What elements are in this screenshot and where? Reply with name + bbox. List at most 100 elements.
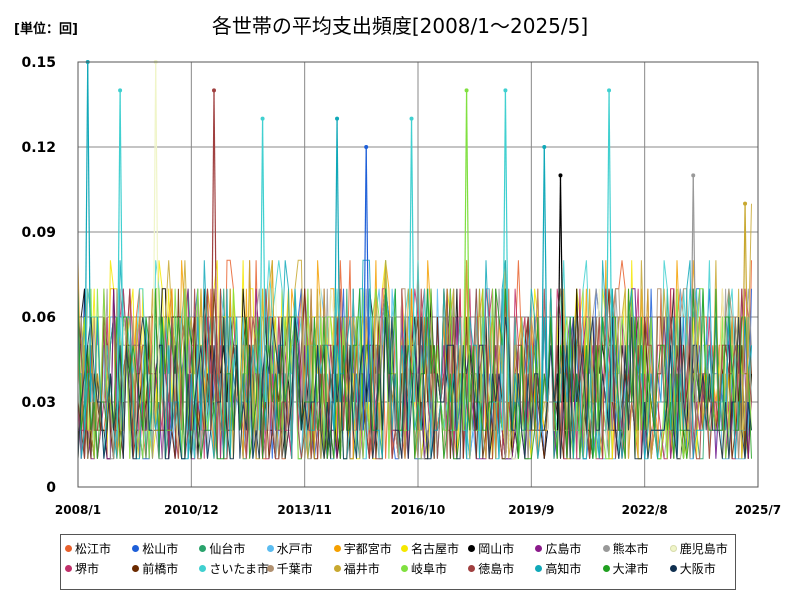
legend-item: 名古屋市 <box>401 540 459 557</box>
legend-swatch <box>669 545 677 552</box>
peak-spike <box>605 90 610 431</box>
legend-swatch <box>602 545 610 552</box>
legend-item: 福井市 <box>333 560 380 577</box>
plot-frame <box>77 61 759 488</box>
legend: 松江市 松山市 仙台市 水戸市 宇都宮市 名古屋市 岡山市 広島市 熊本市 鹿児島市 堺市 前橋市 さい… <box>60 534 736 590</box>
series-line <box>77 259 752 460</box>
peak-spike <box>692 175 697 403</box>
peak-spike <box>540 146 545 431</box>
line-chart: 0 0.03 0.06 0.09 0.12 0.15 2008/1 2010/12 2013/… <box>21 55 781 517</box>
legend-item: 広島市 <box>535 540 581 557</box>
legend-label: 水戸市 <box>276 542 313 556</box>
x-axis-ticks: 2008/1 2010/12 2013/11 2016/10 2019/9 2022/8 2… <box>55 503 781 517</box>
legend-swatch <box>535 565 543 572</box>
y-tick-label: 0.09 <box>21 225 56 241</box>
legend-swatch <box>132 565 140 572</box>
legend-item: 岐阜市 <box>401 560 447 577</box>
legend-item: 鹿児島市 <box>669 540 728 557</box>
series-lines <box>77 203 752 460</box>
legend-swatch <box>266 545 274 552</box>
peak-spike <box>116 90 121 431</box>
legend-swatch <box>535 545 543 552</box>
legend-label: 堺市 <box>75 562 100 576</box>
legend-swatch <box>468 545 476 552</box>
peak-spike <box>365 146 370 403</box>
legend-item: 岡山市 <box>468 540 514 557</box>
legend-swatch <box>199 545 207 552</box>
legend-item: 堺市 <box>65 560 99 577</box>
legend-item: 徳島市 <box>468 560 514 577</box>
series-line <box>77 316 752 460</box>
peak-spike <box>744 203 749 403</box>
x-tick-label: 2016/10 <box>391 503 445 517</box>
legend-item: 大阪市 <box>669 560 716 577</box>
legend-label: さいたま市 <box>209 562 270 576</box>
peak-point <box>607 88 612 93</box>
peak-spike <box>407 118 413 431</box>
peak-point <box>212 88 216 93</box>
peak-spike <box>543 146 548 403</box>
y-tick-label: 0 <box>46 480 56 496</box>
legend-item: 高知市 <box>535 560 581 577</box>
peak-point <box>464 88 469 93</box>
legend-swatch <box>669 565 677 572</box>
peak-spike <box>559 175 565 403</box>
peak-spike <box>608 90 613 403</box>
peak-spike <box>155 61 160 403</box>
peak-spike <box>336 118 341 403</box>
peak-point <box>542 145 547 149</box>
legend-label: 名古屋市 <box>411 542 460 556</box>
legend-label: 徳島市 <box>478 562 515 576</box>
legend-label: 鹿児島市 <box>679 542 728 556</box>
peak-spike <box>465 90 471 403</box>
peak-spike <box>689 175 694 431</box>
peak-point <box>409 116 414 121</box>
legend-swatch <box>401 545 408 552</box>
legend-swatch <box>401 565 408 572</box>
legend-label: 熊本市 <box>612 542 649 556</box>
x-tick-label: 2019/9 <box>508 503 554 517</box>
legend-swatch <box>468 565 476 572</box>
legend-item: 松江市 <box>65 540 111 557</box>
peak-point <box>260 116 265 121</box>
legend-swatch <box>199 565 207 572</box>
legend-swatch <box>65 545 72 552</box>
legend-swatch <box>65 565 72 572</box>
peak-spike <box>87 61 92 403</box>
y-tick-label: 0.06 <box>21 310 56 326</box>
legend-label: 高知市 <box>545 562 582 576</box>
legend-label: 岡山市 <box>478 542 515 556</box>
legend-swatch <box>333 565 341 572</box>
y-tick-label: 0.15 <box>21 55 56 71</box>
legend-label: 前橋市 <box>142 562 179 576</box>
legend-swatch <box>266 565 274 572</box>
legend-label: 仙台市 <box>209 542 246 556</box>
legend-label: 岐阜市 <box>411 562 448 576</box>
peak-spike <box>741 203 746 431</box>
y-axis-ticks: 0 0.03 0.06 0.09 0.12 0.15 <box>21 55 56 496</box>
y-tick-label: 0.03 <box>21 395 56 411</box>
peak-spike <box>504 90 510 403</box>
peak-point <box>691 173 696 178</box>
peak-spike <box>410 118 416 403</box>
legend-item: 仙台市 <box>199 540 245 557</box>
legend-item: 水戸市 <box>266 540 313 557</box>
x-tick-label: 2013/11 <box>277 503 331 517</box>
peak-spike <box>152 61 157 431</box>
legend-item: さいたま市 <box>199 560 269 577</box>
legend-item: 千葉市 <box>266 560 313 577</box>
legend-label: 松山市 <box>142 542 179 556</box>
peak-spike <box>84 61 89 431</box>
peak-spike <box>119 90 124 403</box>
peak-spike <box>261 118 267 403</box>
x-tick-label: 2025/7 <box>735 503 781 517</box>
peak-spike <box>258 118 264 431</box>
peak-spike <box>501 90 507 431</box>
legend-item: 熊本市 <box>602 540 649 557</box>
legend-label: 大阪市 <box>679 562 716 576</box>
legend-label: 千葉市 <box>276 562 313 576</box>
peak-point <box>364 145 369 149</box>
peak-spike <box>462 90 468 431</box>
legend-label: 松江市 <box>75 542 112 556</box>
peak-spike <box>556 175 562 431</box>
